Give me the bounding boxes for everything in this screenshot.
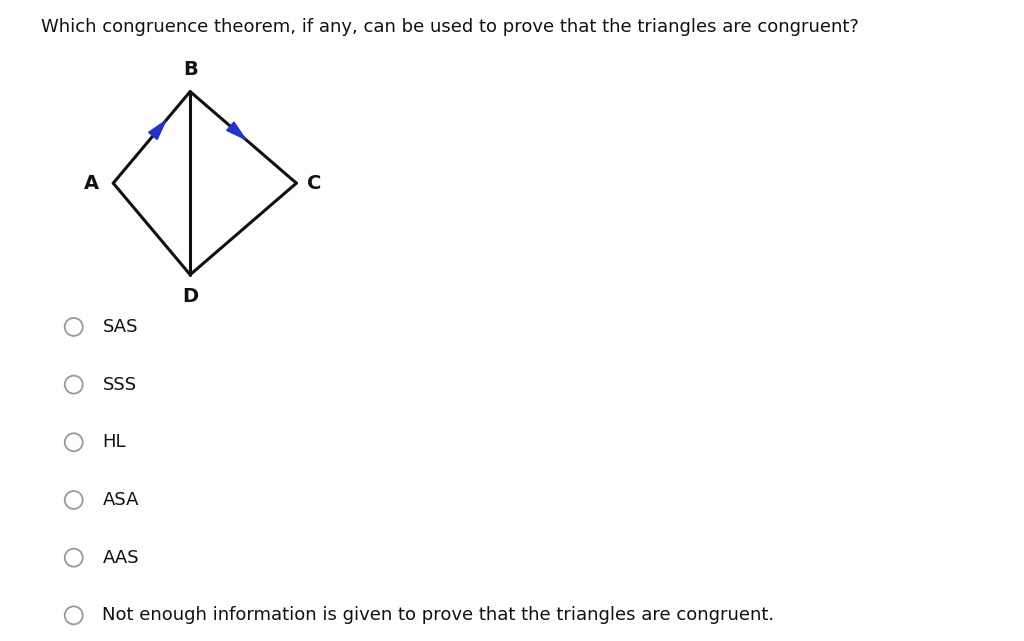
Text: ASA: ASA [102, 491, 139, 509]
Polygon shape [148, 121, 166, 140]
Text: B: B [182, 60, 198, 79]
Text: D: D [182, 287, 199, 306]
Text: AAS: AAS [102, 549, 139, 567]
Text: Not enough information is given to prove that the triangles are congruent.: Not enough information is given to prove… [102, 606, 774, 624]
Text: 2: 2 [4, 335, 17, 354]
Text: C: C [307, 174, 322, 193]
Text: Which congruence theorem, if any, can be used to prove that the triangles are co: Which congruence theorem, if any, can be… [41, 18, 859, 36]
Text: SSS: SSS [102, 376, 136, 394]
Text: A: A [84, 174, 98, 193]
Text: HL: HL [102, 433, 126, 451]
Text: SAS: SAS [102, 318, 138, 336]
Polygon shape [226, 122, 246, 139]
